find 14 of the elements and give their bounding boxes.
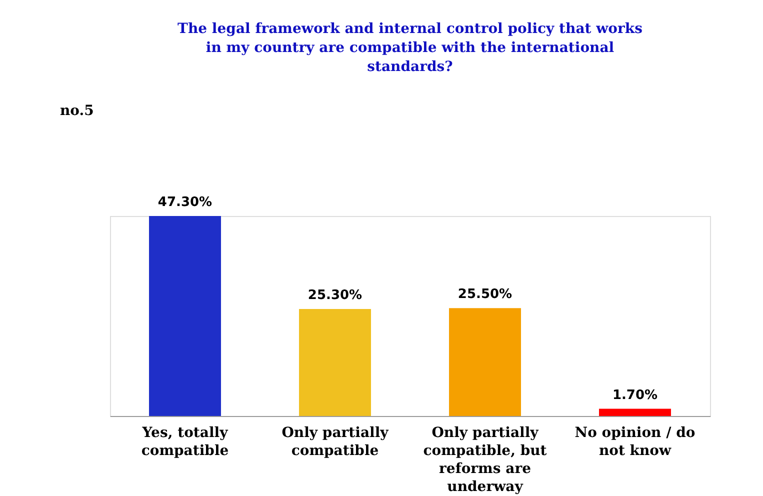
x-tick-label: No opinion / do not know	[574, 425, 696, 459]
x-tick-label: Yes, totally compatible	[141, 425, 229, 459]
data-label: 47.30%	[158, 195, 212, 210]
bar	[149, 216, 221, 416]
data-label: 25.30%	[308, 288, 362, 304]
data-label: 25.50%	[458, 287, 512, 302]
bar	[299, 309, 371, 416]
bar	[599, 408, 671, 416]
x-tick-label: Only partially compatible	[282, 425, 390, 459]
x-tick-label: Only partially compatible, but reforms are underway	[423, 425, 548, 495]
data-label: 1.70%	[612, 388, 658, 403]
bar	[449, 308, 521, 416]
text: no.5	[60, 103, 94, 119]
chart-title: The legal framework and internal control policy that works in my country are compatible with the international standards?	[178, 21, 643, 75]
